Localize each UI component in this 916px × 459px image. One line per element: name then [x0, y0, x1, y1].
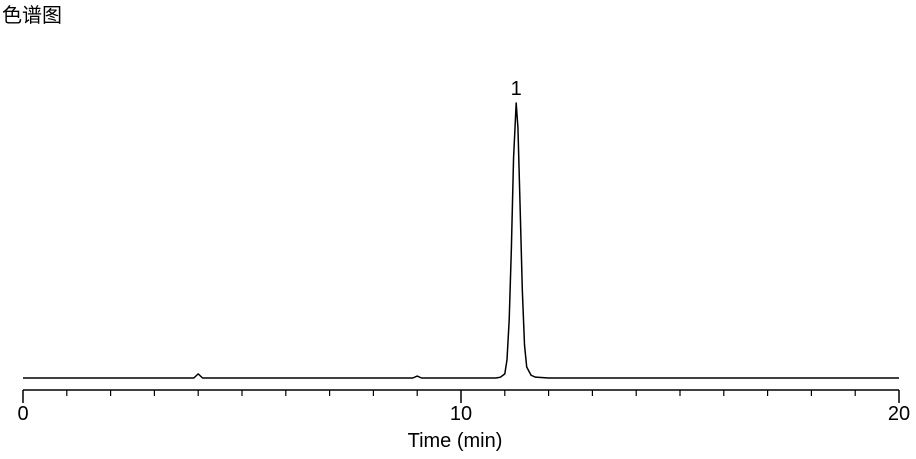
x-tick-label: 20: [888, 403, 910, 425]
x-axis-label: Time (min): [408, 430, 503, 452]
chart-title: 色谱图: [2, 4, 62, 27]
chromatogram-line: [23, 102, 899, 379]
peak-label: 1: [511, 78, 522, 100]
x-tick-label: 0: [17, 403, 28, 425]
x-tick-label: 10: [450, 403, 472, 425]
